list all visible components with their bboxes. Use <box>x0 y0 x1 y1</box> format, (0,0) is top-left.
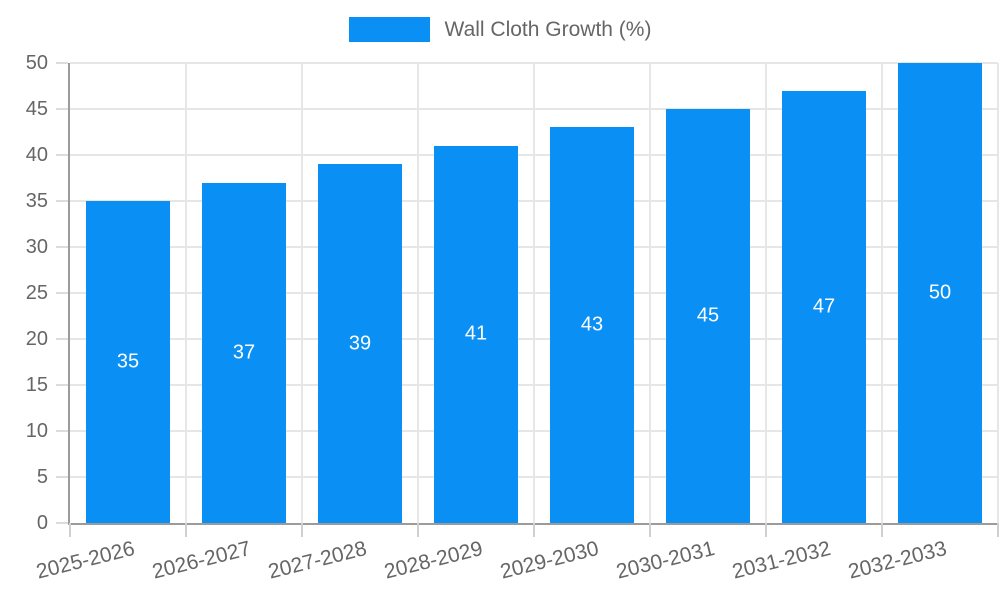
x-axis-tick <box>765 523 767 537</box>
x-axis-tick <box>301 523 303 537</box>
x-axis-tick <box>69 523 71 537</box>
bar-2030-2031: 45 <box>666 109 750 523</box>
y-axis-tick <box>56 108 68 110</box>
x-axis-tick <box>649 523 651 537</box>
bar-2029-2030: 43 <box>550 127 634 523</box>
x-gridline <box>417 63 419 523</box>
y-axis-label: 50 <box>25 52 48 74</box>
legend-label: Wall Cloth Growth (%) <box>444 18 652 41</box>
y-axis-label: 15 <box>25 374 48 396</box>
y-axis-tick <box>56 522 68 524</box>
bar-value-label: 41 <box>464 322 488 345</box>
x-gridline <box>185 63 187 523</box>
plot-area: 35 37 39 41 43 45 47 50 <box>56 62 999 537</box>
x-gridline <box>533 63 535 523</box>
chart-legend: Wall Cloth Growth (%) <box>0 17 1000 42</box>
bar-value-label: 50 <box>928 281 952 304</box>
legend-color-swatch <box>348 17 430 42</box>
x-axis-tick <box>185 523 187 537</box>
y-axis-label: 45 <box>25 98 48 120</box>
y-axis-label: 40 <box>25 144 48 166</box>
x-axis-label: 2029-2030 <box>497 537 601 584</box>
y-axis-label: 20 <box>25 328 48 350</box>
x-gridline <box>997 63 999 523</box>
y-axis-tick <box>56 200 68 202</box>
x-axis-label: 2030-2031 <box>613 537 717 584</box>
x-gridline <box>649 63 651 523</box>
bar-2031-2032: 47 <box>782 90 866 523</box>
y-axis-tick <box>56 154 68 156</box>
bar-value-label: 37 <box>232 341 256 364</box>
x-gridline <box>881 63 883 523</box>
y-axis-label: 10 <box>25 420 48 442</box>
y-axis-tick <box>56 430 68 432</box>
x-axis-label: 2025-2026 <box>33 537 137 584</box>
bar-value-label: 35 <box>116 350 140 373</box>
x-gridline <box>765 63 767 523</box>
bar-value-label: 47 <box>812 295 836 318</box>
x-axis-label: 2027-2028 <box>265 537 369 584</box>
y-axis-tick <box>56 246 68 248</box>
x-gridline <box>301 63 303 523</box>
bar-2025-2026: 35 <box>86 201 170 523</box>
y-axis-tick <box>56 476 68 478</box>
y-axis-label: 5 <box>36 466 48 488</box>
bar-2032-2033: 50 <box>898 63 982 523</box>
y-axis-tick <box>56 62 68 64</box>
bar-value-label: 43 <box>580 313 604 336</box>
x-axis-label: 2032-2033 <box>845 537 949 584</box>
x-axis-label: 2028-2029 <box>381 537 485 584</box>
bar-value-label: 39 <box>348 332 372 355</box>
x-axis-label: 2031-2032 <box>729 537 833 584</box>
x-axis-tick <box>881 523 883 537</box>
bar-2026-2027: 37 <box>202 182 286 523</box>
y-axis-label: 30 <box>25 236 48 258</box>
y-axis-label: 35 <box>25 190 48 212</box>
bar-2027-2028: 39 <box>318 164 402 523</box>
x-axis-tick <box>533 523 535 537</box>
y-axis-tick <box>56 338 68 340</box>
y-axis-tick <box>56 384 68 386</box>
x-axis-tick <box>997 523 999 537</box>
x-axis-label: 2026-2027 <box>149 537 253 584</box>
y-axis-label: 0 <box>36 512 48 534</box>
y-axis-label: 25 <box>25 282 48 304</box>
bar-2028-2029: 41 <box>434 145 518 523</box>
x-axis-tick <box>417 523 419 537</box>
bar-value-label: 45 <box>696 304 720 327</box>
y-axis-tick <box>56 292 68 294</box>
